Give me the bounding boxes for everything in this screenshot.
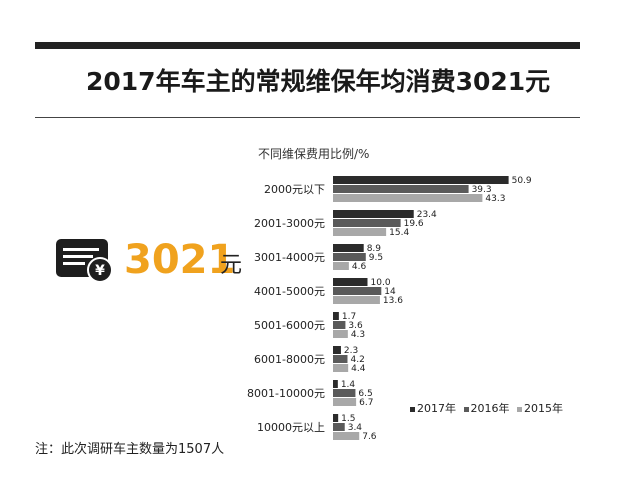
data-label-2015-8001-10000: 6.7	[359, 398, 373, 408]
legend-label-2016: 2016年	[470, 402, 510, 415]
data-label-2017-6001-8000: 2.3	[344, 346, 358, 356]
legend-swatch-2017	[410, 406, 415, 412]
category-label-5001-6000: 5001-6000元	[254, 319, 325, 332]
data-label-2016-2000: 39.3	[472, 185, 492, 195]
legend-swatch-2016	[463, 406, 469, 412]
legend-item-2015: 2015年	[517, 400, 563, 416]
data-label-2017-2001-3000: 23.4	[417, 210, 437, 220]
category-label-3001-4000: 3001-4000元	[254, 251, 325, 264]
bar-2016-8001-10000	[333, 389, 356, 397]
bar-2015-10000	[333, 432, 360, 440]
bar-2016-10000	[333, 423, 345, 431]
bar-2017-2001-3000	[333, 210, 414, 218]
highlight-unit: 元	[220, 253, 243, 278]
chart-legend: 2017年 2016年 2015年	[410, 400, 567, 416]
data-label-2017-10000: 1.5	[341, 414, 355, 424]
data-label-2015-4001-5000: 13.6	[383, 296, 403, 306]
data-label-2016-3001-4000: 9.5	[369, 253, 383, 263]
category-label-6001-8000: 6001-8000元	[254, 353, 325, 366]
page-title: 2017年车主的常规维保年均消费3021元	[86, 67, 551, 96]
data-label-2017-8001-10000: 1.4	[341, 380, 356, 390]
chart-title: 不同维保费用比例/%	[258, 147, 370, 161]
bar-2015-2000	[333, 194, 483, 202]
category-label-2000: 2000元以下	[264, 183, 325, 196]
category-label-8001-10000: 8001-10000元	[247, 387, 325, 400]
bar-2016-6001-8000	[333, 355, 348, 363]
legend-swatch-2015	[517, 406, 522, 412]
data-label-2016-10000: 3.4	[348, 423, 363, 433]
bar-2017-8001-10000	[333, 380, 338, 388]
data-label-2017-3001-4000: 8.9	[367, 244, 382, 254]
bar-2016-4001-5000	[333, 287, 382, 295]
data-label-2015-6001-8000: 4.4	[351, 364, 366, 374]
data-label-2016-5001-6000: 3.6	[348, 321, 363, 331]
data-label-2015-2000: 43.3	[485, 194, 505, 204]
bar-2015-5001-6000	[333, 330, 348, 338]
bar-2017-6001-8000	[333, 346, 341, 354]
legend-item-2017: 2017年	[410, 400, 456, 416]
data-label-2017-2000: 50.9	[512, 176, 532, 186]
data-label-2015-10000: 7.6	[362, 432, 377, 442]
footnote: 注：此次调研车主数量为1507人	[35, 442, 225, 457]
bar-2017-3001-4000	[333, 244, 364, 252]
data-label-2016-6001-8000: 4.2	[350, 355, 364, 365]
legend-label-2017: 2017年	[417, 402, 456, 415]
data-label-2016-4001-5000: 14	[384, 287, 396, 297]
data-label-2016-8001-10000: 6.5	[358, 389, 372, 399]
bar-2017-5001-6000	[333, 312, 339, 320]
category-label-10000: 10000元以上	[257, 421, 325, 434]
bar-2016-3001-4000	[333, 253, 366, 261]
legend-item-2016: 2016年	[463, 400, 510, 416]
category-label-4001-5000: 4001-5000元	[254, 285, 325, 298]
bar-2016-2001-3000	[333, 219, 401, 227]
data-label-2015-5001-6000: 4.3	[351, 330, 365, 340]
legend-label-2015: 2015年	[524, 402, 563, 415]
bar-2017-10000	[333, 414, 339, 422]
data-label-2017-4001-5000: 10.0	[371, 278, 391, 288]
highlight-value: 3021	[124, 237, 236, 283]
bar-2015-2001-3000	[333, 228, 387, 236]
bar-2017-4001-5000	[333, 278, 368, 286]
bar-2015-6001-8000	[333, 364, 349, 372]
data-label-2017-5001-6000: 1.7	[342, 312, 356, 322]
category-label-2001-3000: 2001-3000元	[254, 217, 325, 230]
svg-text:¥: ¥	[95, 263, 105, 279]
data-label-2015-2001-3000: 15.4	[389, 228, 409, 238]
top-rule	[35, 42, 580, 49]
bar-2016-2000	[333, 185, 469, 193]
bar-2015-4001-5000	[333, 296, 380, 304]
bar-2017-2000	[333, 176, 509, 184]
title-divider	[35, 117, 580, 118]
bar-2016-5001-6000	[333, 321, 346, 329]
data-label-2016-2001-3000: 19.6	[404, 219, 424, 229]
data-label-2015-3001-4000: 4.6	[352, 262, 367, 272]
bar-2015-3001-4000	[333, 262, 349, 270]
bar-2015-8001-10000	[333, 398, 357, 406]
bill-yen-icon: ¥	[56, 239, 113, 283]
